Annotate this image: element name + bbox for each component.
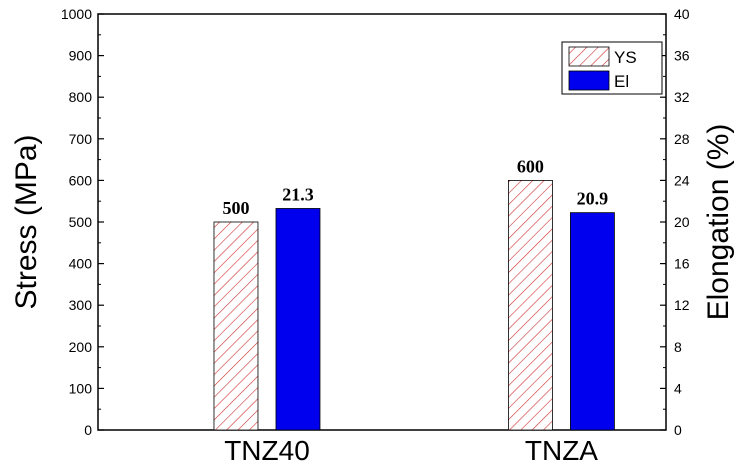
- bar-el-tnza: [570, 212, 615, 431]
- y2-tick-label: 4: [674, 380, 682, 396]
- bars-group: [213, 179, 615, 431]
- y2-tick-label: 28: [674, 131, 690, 147]
- y-tick-label: 0: [84, 422, 92, 438]
- x-category-label: TNZA: [525, 435, 598, 466]
- y-tick-label: 400: [69, 256, 93, 272]
- y-tick-label: 600: [69, 172, 93, 188]
- y-axis-title: Stress (MPa): [10, 134, 43, 309]
- bar-ys-tnza: [508, 179, 553, 431]
- data-label-el: 21.3: [282, 184, 314, 204]
- y-tick-label: 800: [69, 89, 93, 105]
- y-tick-label: 500: [69, 214, 93, 230]
- y-tick-label: 900: [69, 48, 93, 64]
- y-tick-label: 1000: [61, 6, 92, 22]
- data-label-el: 20.9: [577, 189, 609, 209]
- data-label-ys: 600: [517, 156, 544, 176]
- y2-tick-label: 32: [674, 89, 690, 105]
- legend-label-ys: YS: [614, 48, 637, 67]
- y2-tick-label: 8: [674, 339, 682, 355]
- y-tick-label: 100: [69, 380, 93, 396]
- y2-tick-label: 20: [674, 214, 690, 230]
- data-labels-group: 500 21.3 600 20.9: [222, 156, 608, 218]
- y2-tick-label: 24: [674, 172, 690, 188]
- data-label-ys: 500: [222, 198, 249, 218]
- y2-tick-label: 36: [674, 48, 690, 64]
- y-tick-label: 200: [69, 339, 93, 355]
- y2-tick-label: 0: [674, 422, 682, 438]
- bar-ys-tnz40: [213, 221, 259, 431]
- legend-swatch-ys: [568, 46, 610, 67]
- y-tick-label: 300: [69, 297, 93, 313]
- legend-label-el: El: [614, 72, 629, 91]
- right-axis-ticks: 0 4 8 12 16 20 24 28 32 36 40: [660, 6, 690, 438]
- bar-el-tnz40: [275, 208, 321, 431]
- y2-tick-label: 12: [674, 297, 690, 313]
- y2-tick-label: 16: [674, 256, 690, 272]
- category-labels-group: TNZ40 TNZA: [224, 435, 598, 466]
- y2-tick-label: 40: [674, 6, 690, 22]
- left-axis-ticks: 0 100 200 300 400 500 600 700 800 900 1000: [61, 6, 104, 438]
- y2-axis-title: Elongation (%): [702, 124, 735, 321]
- legend: YS El: [561, 41, 663, 95]
- y-tick-label: 700: [69, 131, 93, 147]
- x-category-label: TNZ40: [224, 435, 310, 466]
- legend-swatch-el: [568, 70, 610, 91]
